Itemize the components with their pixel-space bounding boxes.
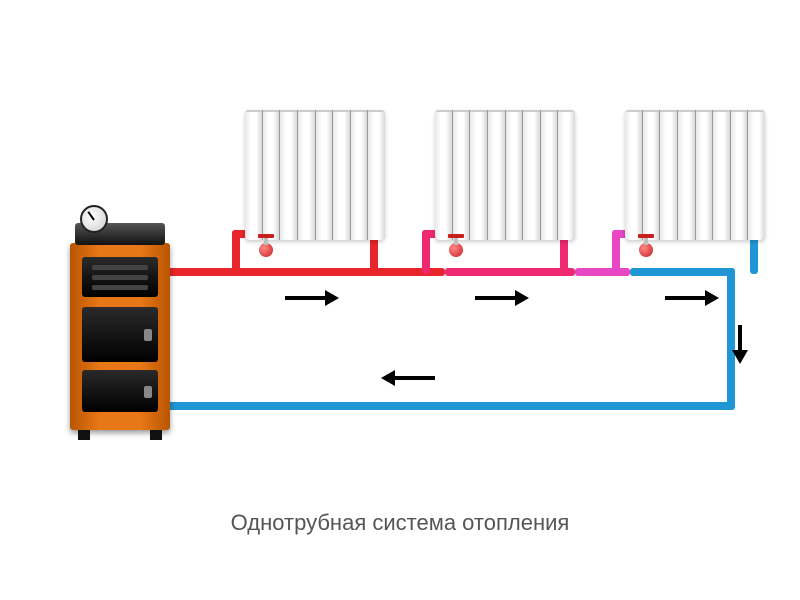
pipe-drop-right xyxy=(727,268,735,410)
valve-1 xyxy=(256,237,276,257)
valve-3 xyxy=(636,237,656,257)
radiator-1 xyxy=(245,110,385,240)
radiator-3 xyxy=(625,110,765,240)
pipe-supply-main-cold xyxy=(630,268,735,276)
pressure-gauge-icon xyxy=(80,205,108,233)
heating-diagram: Однотрубная система отопления xyxy=(0,0,800,600)
pipe-supply-main-hot xyxy=(155,268,445,276)
diagram-caption: Однотрубная система отопления xyxy=(0,510,800,536)
valve-2 xyxy=(446,237,466,257)
pipe-return-main xyxy=(95,402,735,410)
pipe-supply-main-cool xyxy=(575,268,630,276)
pipe-supply-main-warm xyxy=(445,268,575,276)
radiator-2 xyxy=(435,110,575,240)
boiler xyxy=(70,235,170,430)
